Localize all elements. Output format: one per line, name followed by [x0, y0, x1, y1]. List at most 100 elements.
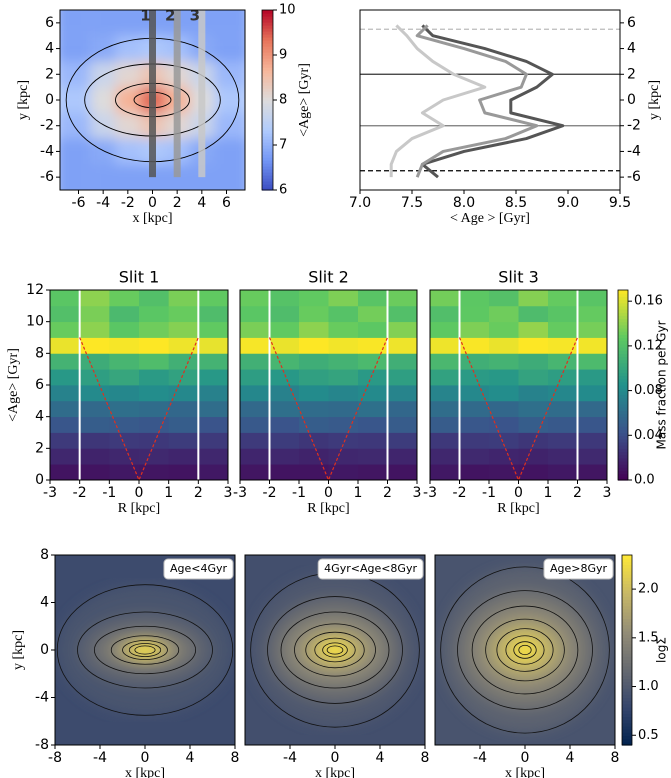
colorbar-step — [622, 589, 632, 594]
heatmap-cell — [299, 337, 329, 354]
heatmap-cell — [577, 369, 607, 386]
colorbar-step — [622, 662, 632, 667]
colorbar-step — [622, 561, 632, 566]
colorbar-step — [618, 328, 628, 332]
heatmap-cell — [459, 464, 490, 480]
colorbar-step — [262, 67, 273, 71]
x-tick-label: 0 — [141, 750, 150, 766]
heatmap-cell — [139, 290, 170, 307]
colorbar-step — [618, 318, 628, 323]
colorbar-label: Mass fraction per Gyr — [655, 320, 669, 449]
contour — [110, 635, 180, 665]
colorbar-step — [622, 599, 632, 604]
colorbar-step — [262, 16, 273, 20]
heatmap-cell — [168, 400, 199, 418]
heatmap-cell — [518, 448, 549, 465]
heatmap-cells — [60, 10, 245, 190]
heatmap-cell — [269, 432, 300, 449]
colorbar-step — [262, 85, 273, 89]
colorbar-step — [622, 637, 632, 642]
colorbar-step — [622, 665, 632, 670]
colorbar-step — [622, 716, 632, 721]
y-tick-label: 4 — [627, 41, 636, 57]
panel-label: Age>8Gyr — [550, 562, 608, 575]
heatmap-cell — [214, 87, 245, 114]
heatmap-cell — [548, 305, 578, 323]
heatmap-cell — [50, 464, 80, 480]
heatmap-cell — [430, 464, 460, 480]
heatmap-cell — [459, 400, 490, 418]
heatmap-cell — [489, 321, 519, 338]
colorbar-step — [622, 618, 632, 623]
heatmap-cell — [459, 290, 490, 307]
contour — [326, 645, 344, 655]
colorbar-step — [618, 470, 628, 475]
colorbar-step — [622, 703, 632, 708]
colorbar-step — [262, 100, 273, 104]
profile-line — [420, 24, 565, 179]
y-tick-label: -4 — [627, 143, 641, 159]
colorbar-step — [262, 10, 273, 14]
heatmap-cell — [115, 10, 141, 36]
heatmap-cell — [328, 464, 359, 480]
colorbar-step — [262, 19, 273, 23]
y-tick-label: 2 — [35, 440, 44, 456]
y-tick-label: -2 — [40, 118, 54, 134]
x-axis-label: x [kpc] — [315, 766, 355, 778]
heatmap-cell — [79, 290, 110, 307]
x-tick-label: 0 — [148, 195, 157, 211]
heatmap-cell — [459, 353, 490, 370]
colorbar-step — [618, 334, 628, 339]
heatmap-cell — [214, 112, 245, 139]
colorbar-step — [622, 678, 632, 683]
guide-line — [458, 337, 579, 480]
y-tick-label: -4 — [40, 143, 54, 159]
heatmap-cell — [90, 164, 116, 190]
colorbar-step — [618, 448, 628, 453]
heatmap-cell — [79, 337, 110, 354]
colorbar-step — [262, 151, 273, 155]
heatmap-cell — [240, 385, 270, 402]
colorbar-step — [618, 394, 628, 399]
heatmap-cell — [79, 385, 110, 402]
colorbar-step — [262, 31, 273, 35]
panel-title: Slit 2 — [308, 268, 349, 287]
colorbar-step — [618, 385, 628, 389]
heatmap-cell — [214, 10, 245, 36]
heatmap-cell — [198, 400, 228, 418]
x-tick-label: -4 — [473, 750, 487, 766]
heatmap-cell — [168, 416, 199, 433]
colorbar-step — [622, 713, 632, 718]
plot-area — [430, 290, 607, 480]
heatmap-cell — [168, 432, 199, 449]
heatmap-cell — [115, 164, 141, 190]
heatmap-cell — [139, 321, 170, 338]
heatmap-cell — [548, 290, 578, 307]
x-tick-label: 3 — [603, 485, 612, 501]
density-level — [327, 645, 343, 655]
heatmap-cell — [139, 416, 170, 433]
heatmap-cell — [115, 61, 141, 88]
contour — [322, 642, 348, 658]
x-tick-label: 0 — [324, 485, 333, 501]
heatmap-cell — [459, 416, 490, 433]
heatmap-cell — [489, 400, 519, 418]
label-box — [543, 558, 614, 580]
heatmap-cell — [60, 35, 91, 62]
colorbar-step — [262, 34, 273, 38]
colorbar-step — [262, 43, 273, 47]
heatmap-cell — [387, 385, 417, 402]
heatmap-cell — [459, 385, 490, 402]
colorbar-tick-label: 10 — [279, 3, 296, 18]
colorbar-step — [262, 142, 273, 146]
contour — [294, 623, 376, 677]
colorbar-step — [622, 596, 632, 600]
x-axis-label: R [kpc] — [307, 501, 349, 516]
x-tick-label: 4 — [376, 750, 385, 766]
heatmap-cell — [459, 305, 490, 323]
colorbar-step — [262, 172, 273, 176]
heatmap-cell — [299, 369, 329, 386]
slit — [198, 10, 206, 178]
x-axis-label: < Age > [Gyr] — [450, 211, 530, 226]
heatmap-cell — [518, 290, 549, 307]
